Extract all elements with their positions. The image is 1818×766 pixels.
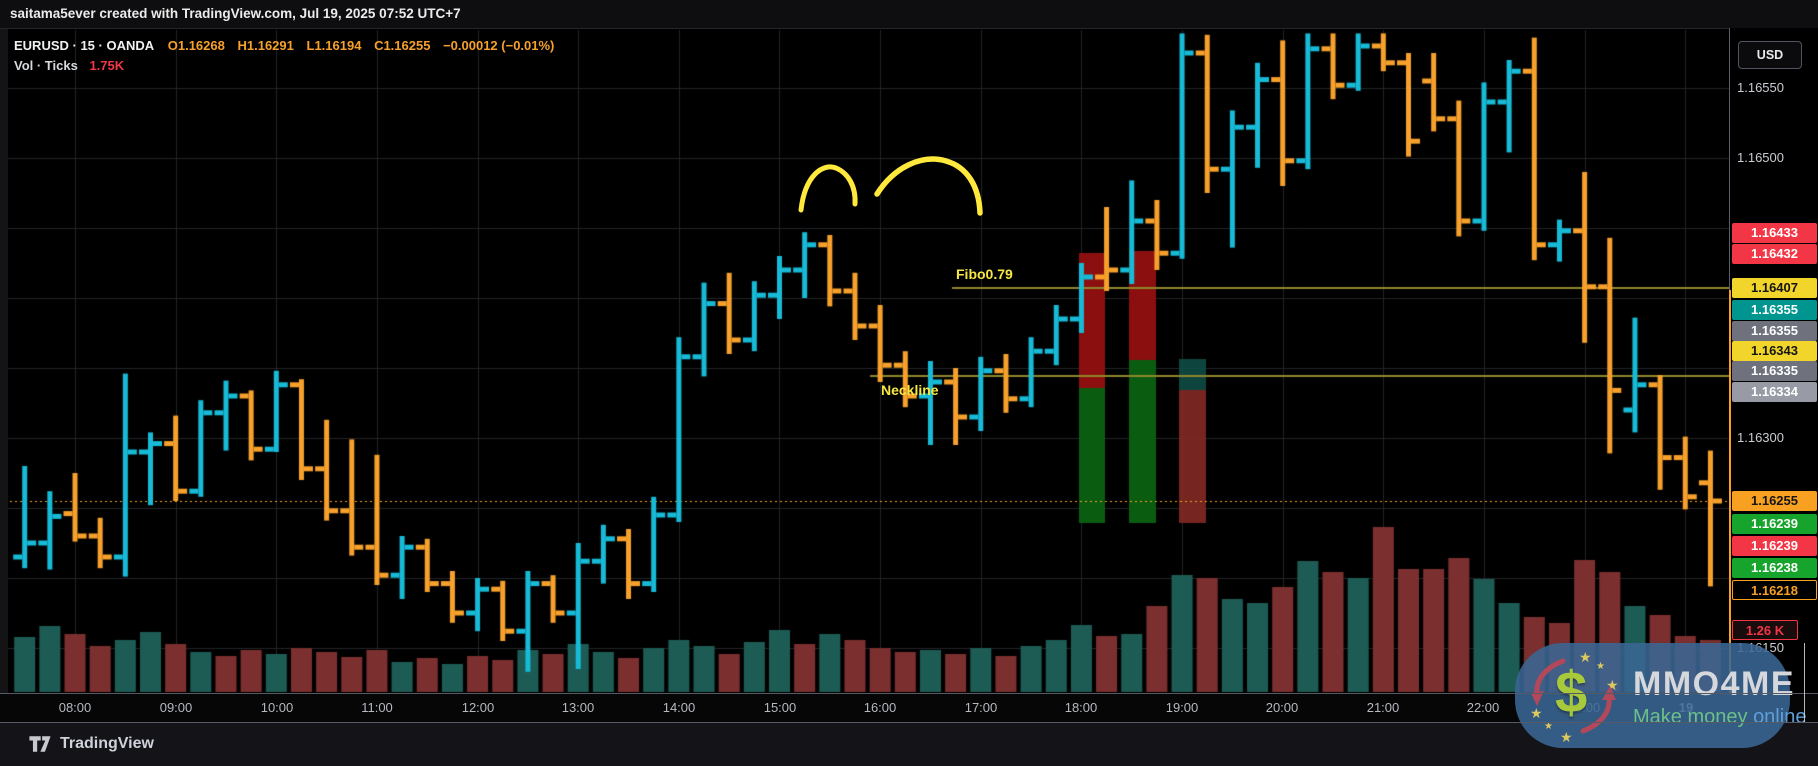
dollar-badge-icon: $ ★ ★ ★ ★ ★ ★ [1529, 645, 1629, 745]
cycle-arrows-icon [1531, 658, 1616, 734]
watermark-text: MMO4ME Make money online [1633, 667, 1806, 729]
time-axis-label: 19:00 [1165, 700, 1199, 715]
time-axis-label: 13:00 [561, 700, 595, 715]
ohlc-low: L1.16194 [306, 38, 362, 53]
time-axis-label: 14:00 [662, 700, 696, 715]
time-axis-label: 12:00 [461, 700, 495, 715]
time-axis-label: 08:00 [58, 700, 92, 715]
footer-bar: TradingView [0, 722, 1818, 766]
ohlc-high: H1.16291 [237, 38, 294, 53]
ohlc-change: −0.00012 (−0.01%) [443, 38, 555, 53]
watermark-tagline: Make money online [1633, 706, 1807, 728]
price-tag: 1.16432 [1732, 244, 1817, 264]
tradingview-logo-text: TradingView [60, 735, 154, 752]
attribution-text: saitama5ever created with TradingView.co… [10, 6, 461, 21]
currency-usd-button[interactable]: USD [1738, 41, 1802, 69]
fibo-label[interactable]: Fibo0.79 [956, 266, 1013, 282]
tradingview-logo-icon [29, 736, 51, 752]
price-tag: 1.16407 [1732, 278, 1817, 298]
time-axis-label: 20:00 [1265, 700, 1299, 715]
time-axis-label: 10:00 [260, 700, 294, 715]
price-tag: 1.16334 [1732, 382, 1817, 402]
ohlc-close: C1.16255 [374, 38, 431, 53]
price-tag: 1.26 K [1732, 620, 1798, 640]
attribution-bar: saitama5ever created with TradingView.co… [0, 0, 1818, 29]
price-chart-canvas[interactable] [0, 28, 1729, 694]
symbol-title[interactable]: EURUSD · 15 · OANDA [14, 38, 155, 53]
star-icon: ★ [1579, 649, 1592, 665]
price-tag: 1.16343 [1732, 341, 1817, 361]
price-tag: 1.16355 [1732, 300, 1817, 320]
time-axis-label: 22:00 [1466, 700, 1500, 715]
price-tag: 1.16433 [1732, 223, 1817, 243]
star-icon: ★ [1544, 721, 1553, 732]
time-axis-label: 15:00 [763, 700, 797, 715]
pane-separator-line [0, 693, 1818, 694]
volume-indicator-title[interactable]: Vol · Ticks [14, 58, 78, 73]
price-axis-highlight [1729, 290, 1731, 694]
price-axis-label: 1.16300 [1737, 430, 1784, 445]
neckline-label[interactable]: Neckline [881, 382, 939, 398]
price-axis-label: 1.16500 [1737, 150, 1784, 165]
chart-bottom-border [0, 722, 1818, 723]
price-tag: 1.16335 [1732, 361, 1817, 381]
watermark-brand: MMO4ME [1633, 665, 1795, 703]
plot-left-padding [0, 28, 8, 722]
ohlc-open: O1.16268 [167, 38, 225, 53]
price-tag: 1.16218 [1732, 580, 1817, 600]
time-axis-label: 16:00 [863, 700, 897, 715]
price-axis-label: 1.16550 [1737, 80, 1784, 95]
star-icon: ★ [1530, 705, 1543, 721]
price-axis[interactable]: USD 1.165501.165001.163001.161501.164331… [1729, 28, 1818, 722]
price-tag: 1.16239 [1732, 514, 1817, 534]
volume-indicator-value: 1.75K [89, 58, 125, 73]
axis-edge-line [1804, 643, 1805, 722]
price-tag: 1.16255 [1732, 491, 1817, 511]
time-axis-label: 09:00 [159, 700, 193, 715]
price-tag: 1.16239 [1732, 536, 1817, 556]
chart-legend: EURUSD · 15 · OANDA O1.16268 H1.16291 L1… [14, 36, 563, 76]
mmo4me-watermark: $ ★ ★ ★ ★ ★ ★ MMO4ME Make money online [1515, 643, 1806, 748]
tradingview-logo[interactable]: TradingView [28, 733, 154, 755]
star-icon: ★ [1596, 661, 1605, 672]
price-tag: 1.16355 [1732, 321, 1817, 341]
time-axis-label: 18:00 [1064, 700, 1098, 715]
price-tag: 1.16238 [1732, 558, 1817, 578]
dollar-icon: $ [1555, 660, 1588, 725]
time-axis-label: 17:00 [964, 700, 998, 715]
time-axis-label: 21:00 [1366, 700, 1400, 715]
time-axis-label: 11:00 [361, 700, 393, 715]
star-icon: ★ [1560, 729, 1573, 745]
